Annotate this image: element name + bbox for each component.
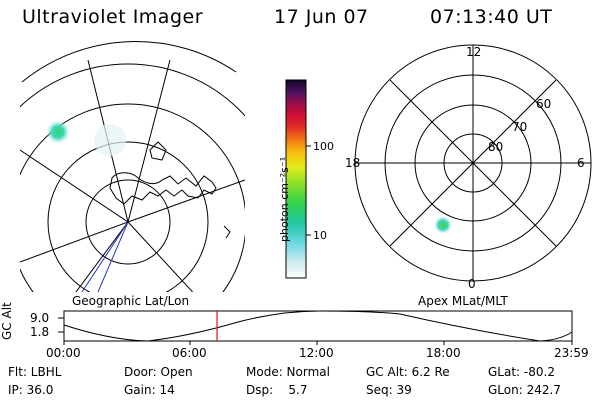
orbit-xtick-2: 12:00 bbox=[299, 346, 334, 360]
page-title: Ultraviolet Imager bbox=[22, 6, 204, 28]
orbit-xtick-0: 00:00 bbox=[46, 346, 81, 360]
observation-time: 07:13:40 UT bbox=[430, 6, 553, 28]
status-mode: Mode: Normal bbox=[246, 365, 330, 379]
mlat-label-60: 60 bbox=[536, 97, 552, 111]
orbit-xtick-4: 23:59 bbox=[554, 346, 589, 360]
status-gc-alt: GC Alt: 6.2 Re bbox=[366, 365, 450, 379]
orbit-ytick-high: 9.0 bbox=[30, 311, 50, 325]
colorbar bbox=[285, 79, 307, 279]
orbit-xtick-1: 06:00 bbox=[172, 346, 207, 360]
status-dsp: Dsp: 5.7 bbox=[246, 383, 308, 397]
mlt-label-0: 0 bbox=[468, 277, 476, 291]
orbit-ytick-low: 1.8 bbox=[30, 325, 50, 339]
right-panel-label: Apex MLat/MLT bbox=[418, 294, 508, 308]
orbit-xtick-3: 18:00 bbox=[426, 346, 461, 360]
mlat-label-80: 80 bbox=[488, 140, 504, 154]
orbit-ylabel: GC Alt bbox=[0, 302, 14, 340]
mlt-label-6: 6 bbox=[577, 156, 585, 170]
colorbar-tick-10: 10 bbox=[313, 229, 327, 242]
left-panel-label: Geographic Lat/Lon bbox=[72, 294, 190, 308]
status-door: Door: Open bbox=[124, 365, 193, 379]
status-gain: Gain: 14 bbox=[124, 383, 175, 397]
status-ip: IP: 36.0 bbox=[8, 383, 54, 397]
aurora-emission-left bbox=[46, 120, 70, 144]
observation-date: 17 Jun 07 bbox=[274, 6, 369, 28]
orbit-altitude-plot bbox=[58, 310, 573, 345]
status-glat: GLat: -80.2 bbox=[488, 365, 555, 379]
mlat-label-70: 70 bbox=[512, 120, 528, 134]
status-filter: Flt: LBHL bbox=[8, 365, 62, 379]
status-seq: Seq: 39 bbox=[366, 383, 412, 397]
colorbar-unit-label: photon cm⁻²s⁻¹ bbox=[278, 156, 291, 242]
mlt-label-12: 12 bbox=[466, 45, 482, 59]
apex-polar-plot bbox=[354, 44, 592, 282]
geographic-map bbox=[20, 60, 245, 292]
mlt-label-18: 18 bbox=[345, 156, 361, 170]
colorbar-tick-100: 100 bbox=[313, 140, 334, 153]
aurora-emission-right bbox=[434, 216, 452, 234]
status-glon: GLon: 242.7 bbox=[488, 383, 561, 397]
